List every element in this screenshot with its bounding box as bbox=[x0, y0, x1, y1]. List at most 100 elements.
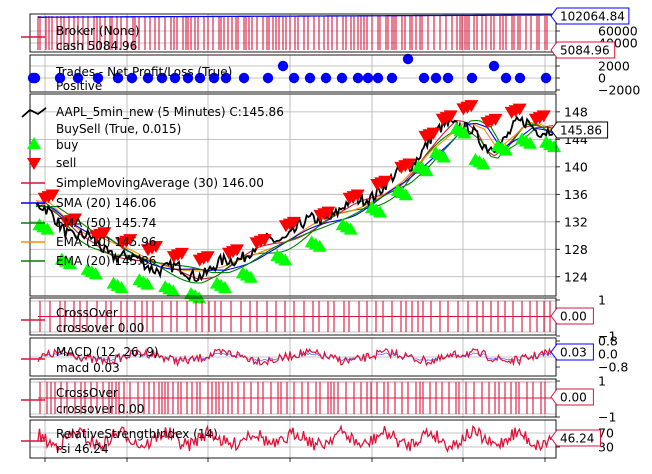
buy-marker bbox=[419, 164, 434, 177]
ytick-label: 0.0 bbox=[598, 347, 618, 362]
sell-marker bbox=[402, 158, 417, 171]
trade-positive-marker bbox=[220, 72, 232, 84]
ytick-label: 2000 bbox=[598, 59, 630, 74]
legend-label: CrossOver bbox=[56, 306, 118, 320]
buy-marker bbox=[373, 205, 388, 218]
ytick-label: 70 bbox=[598, 426, 614, 441]
trade-positive-marker bbox=[500, 72, 512, 84]
sell-marker bbox=[443, 110, 458, 123]
value-box-frame bbox=[550, 121, 609, 139]
close-price-line bbox=[35, 115, 554, 283]
legend-label: Broker (None) bbox=[56, 24, 140, 38]
buy-marker bbox=[522, 136, 537, 149]
trade-positive-marker bbox=[277, 60, 289, 72]
trade-positive-marker bbox=[208, 72, 220, 84]
trade-positive-marker bbox=[112, 72, 124, 84]
sell-legend-icon bbox=[27, 158, 41, 170]
ytick-label: 30 bbox=[598, 440, 614, 455]
sell-marker bbox=[97, 227, 112, 240]
value-box-label: 0.03 bbox=[560, 346, 587, 360]
close-legend-icon bbox=[21, 107, 47, 118]
ytick-label: 124 bbox=[564, 269, 588, 284]
ytick-label: 1 bbox=[598, 374, 606, 389]
buy-marker bbox=[312, 239, 327, 252]
legend-label: SimpleMovingAverage (30) 146.00 bbox=[56, 176, 264, 190]
sell-marker bbox=[149, 240, 164, 253]
legend-label: crossover 0.00 bbox=[56, 402, 144, 416]
ytick-label: 140 bbox=[564, 159, 588, 174]
value-box-label: 145.86 bbox=[560, 124, 602, 138]
sell-marker bbox=[286, 216, 301, 229]
trade-positive-marker bbox=[194, 72, 206, 84]
trade-positive-marker bbox=[320, 72, 332, 84]
trade-positive-marker bbox=[488, 60, 500, 72]
value-box-label: 46.24 bbox=[560, 432, 594, 446]
ytick-label: 132 bbox=[564, 214, 588, 229]
value-box-frame bbox=[550, 388, 594, 406]
buy-marker bbox=[476, 157, 491, 170]
trade-positive-marker bbox=[442, 72, 454, 84]
rsi-line bbox=[37, 424, 552, 454]
value-box: 145.86 bbox=[550, 121, 609, 139]
legend-label: RelativeStrengthIndex (14) bbox=[56, 427, 218, 441]
legend-label: EMA (10) 145.96 bbox=[56, 235, 156, 249]
data-layer bbox=[29, 14, 562, 454]
buy-marker bbox=[192, 291, 207, 304]
trade-positive-marker bbox=[514, 72, 526, 84]
value-box: 46.24 bbox=[550, 429, 601, 447]
trade-positive-marker bbox=[182, 72, 194, 84]
buy-marker bbox=[166, 284, 181, 297]
ytick-label: 0 bbox=[598, 71, 606, 86]
legend-label: cash 5084.96 bbox=[56, 39, 137, 53]
buy-marker bbox=[62, 256, 77, 269]
trade-positive-marker bbox=[372, 72, 384, 84]
value-box-label: 0.00 bbox=[560, 310, 587, 324]
ytick-label: −0.8 bbox=[598, 360, 628, 375]
sell-marker bbox=[123, 234, 138, 247]
legend-label: EMA (20) 145.86 bbox=[56, 254, 156, 268]
value-box: 0.00 bbox=[550, 307, 594, 325]
buy-marker bbox=[243, 270, 258, 283]
buy-marker bbox=[114, 281, 129, 294]
trade-positive-marker bbox=[156, 72, 168, 84]
legend-label: crossover 0.00 bbox=[56, 321, 144, 335]
trade-positive-marker bbox=[352, 72, 364, 84]
trade-positive-marker bbox=[169, 72, 181, 84]
trade-positive-marker bbox=[336, 72, 348, 84]
value-box-frame bbox=[550, 307, 594, 325]
value-box: 0.00 bbox=[550, 388, 594, 406]
trade-positive-marker bbox=[540, 72, 552, 84]
panel-frame bbox=[29, 93, 557, 297]
sell-marker bbox=[257, 234, 272, 247]
legend-label: SMA (20) 146.06 bbox=[56, 196, 156, 210]
value-box-frame bbox=[550, 343, 594, 361]
legend-label: buy bbox=[56, 138, 78, 152]
buy-marker bbox=[398, 188, 413, 201]
buy-marker bbox=[217, 281, 232, 294]
value-box-label: 102064.84 bbox=[560, 10, 625, 24]
value-box-frame bbox=[550, 429, 601, 447]
ytick-label: 1 bbox=[598, 293, 606, 308]
trade-positive-marker bbox=[126, 72, 138, 84]
ytick-label: 136 bbox=[564, 187, 588, 202]
ytick-label: 148 bbox=[564, 104, 588, 119]
ytick-label: 60000 bbox=[598, 24, 638, 39]
ytick-label: −2000 bbox=[598, 83, 640, 98]
legend-label: BuySell (True, 0.015) bbox=[56, 122, 181, 136]
ytick-label: 128 bbox=[564, 242, 588, 257]
trade-positive-marker bbox=[54, 72, 66, 84]
ytick-label: −1 bbox=[598, 329, 616, 344]
value-box-label: 0.00 bbox=[560, 391, 587, 405]
trade-positive-marker bbox=[386, 72, 398, 84]
buy-marker bbox=[140, 277, 155, 290]
sell-marker bbox=[464, 100, 479, 113]
trade-positive-marker bbox=[402, 53, 414, 65]
sell-marker bbox=[174, 247, 189, 260]
ytick-label: 0.8 bbox=[598, 334, 618, 349]
trade-positive-marker bbox=[238, 72, 250, 84]
buy-marker bbox=[343, 222, 358, 235]
trade-positive-marker bbox=[362, 72, 374, 84]
sell-marker bbox=[512, 103, 527, 116]
buy-marker bbox=[278, 253, 293, 266]
